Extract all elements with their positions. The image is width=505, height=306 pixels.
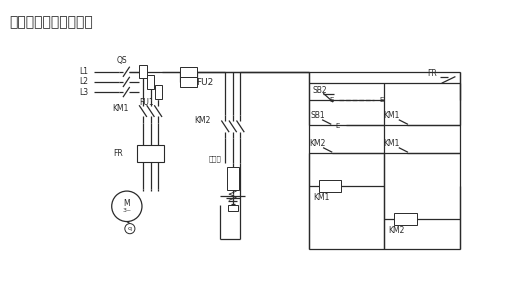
Text: KM1: KM1 [383, 111, 399, 121]
Bar [155, 85, 161, 99]
Bar [139, 65, 146, 78]
Text: 电磁抱闸通电制动接线: 电磁抱闸通电制动接线 [10, 15, 93, 29]
Circle shape [112, 191, 142, 222]
Text: FU1: FU1 [139, 98, 154, 107]
Text: FU2: FU2 [196, 78, 213, 88]
Text: KM2: KM2 [388, 226, 404, 235]
Text: 俾俾俾: 俾俾俾 [209, 156, 221, 162]
Text: L3: L3 [79, 88, 88, 97]
Text: SB2: SB2 [312, 86, 326, 95]
Text: QS: QS [117, 56, 127, 65]
Text: KM1: KM1 [383, 139, 399, 148]
Bar [227, 205, 237, 211]
Bar [147, 75, 154, 88]
Text: L2: L2 [79, 77, 88, 86]
Bar [226, 167, 238, 189]
Bar [179, 77, 197, 87]
Text: q: q [128, 226, 132, 231]
Text: M: M [123, 199, 130, 208]
Circle shape [125, 224, 135, 234]
Text: FR: FR [426, 69, 436, 78]
Text: KM2: KM2 [194, 115, 210, 125]
Bar [318, 180, 341, 192]
Text: KM1: KM1 [312, 193, 329, 202]
Text: E: E [378, 97, 383, 103]
Text: SB1: SB1 [310, 111, 324, 121]
Bar [137, 145, 164, 162]
Bar [393, 213, 416, 225]
Text: 3~: 3~ [122, 208, 131, 213]
Text: L1: L1 [79, 67, 88, 76]
Text: FR: FR [113, 149, 122, 158]
Text: E: E [335, 123, 339, 129]
Text: KM2: KM2 [309, 139, 325, 148]
Text: KM1: KM1 [112, 104, 128, 113]
Text: E: E [329, 97, 333, 103]
Bar [179, 67, 197, 77]
